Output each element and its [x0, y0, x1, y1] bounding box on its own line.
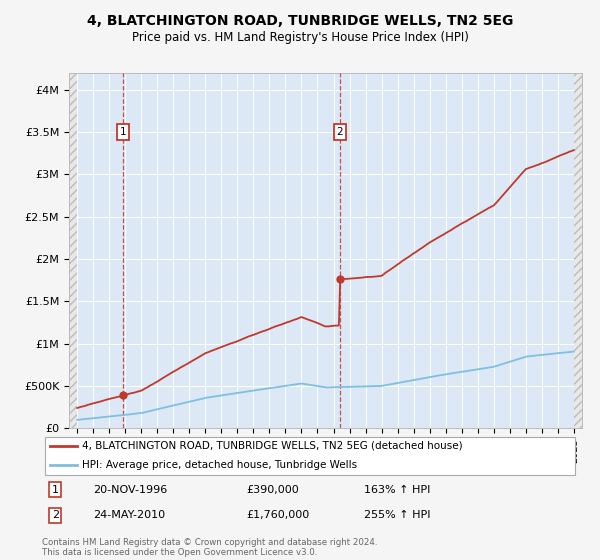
Text: £390,000: £390,000 — [246, 485, 299, 495]
Text: 4, BLATCHINGTON ROAD, TUNBRIDGE WELLS, TN2 5EG (detached house): 4, BLATCHINGTON ROAD, TUNBRIDGE WELLS, T… — [82, 441, 463, 451]
Text: Price paid vs. HM Land Registry's House Price Index (HPI): Price paid vs. HM Land Registry's House … — [131, 31, 469, 44]
Bar — [574, 73, 582, 428]
Text: 1: 1 — [120, 127, 127, 137]
Text: 255% ↑ HPI: 255% ↑ HPI — [364, 510, 431, 520]
Text: 2: 2 — [52, 510, 59, 520]
Text: £1,760,000: £1,760,000 — [246, 510, 310, 520]
Text: Contains HM Land Registry data © Crown copyright and database right 2024.
This d: Contains HM Land Registry data © Crown c… — [42, 538, 377, 557]
Text: 20-NOV-1996: 20-NOV-1996 — [93, 485, 167, 495]
Text: 4, BLATCHINGTON ROAD, TUNBRIDGE WELLS, TN2 5EG: 4, BLATCHINGTON ROAD, TUNBRIDGE WELLS, T… — [87, 14, 513, 28]
Text: 163% ↑ HPI: 163% ↑ HPI — [364, 485, 431, 495]
Text: HPI: Average price, detached house, Tunbridge Wells: HPI: Average price, detached house, Tunb… — [82, 460, 358, 470]
FancyBboxPatch shape — [44, 437, 575, 475]
Text: 2: 2 — [336, 127, 343, 137]
Bar — [69, 73, 77, 428]
Text: 24-MAY-2010: 24-MAY-2010 — [93, 510, 165, 520]
Text: 1: 1 — [52, 485, 59, 495]
